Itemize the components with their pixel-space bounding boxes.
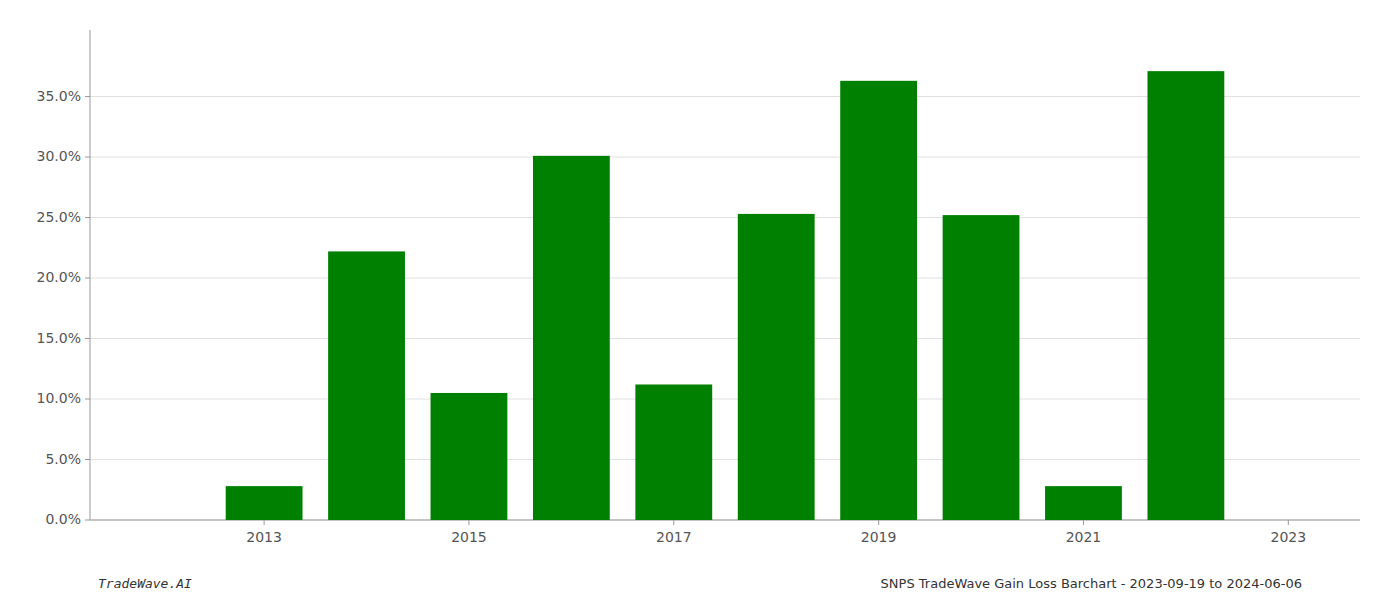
y-axis-line — [90, 30, 91, 520]
y-tick — [85, 217, 90, 218]
y-tick — [85, 459, 90, 460]
footer-right: SNPS TradeWave Gain Loss Barchart - 2023… — [881, 576, 1302, 591]
x-tick — [1083, 520, 1084, 525]
bar — [1147, 71, 1224, 520]
x-tick — [468, 520, 469, 525]
y-tick — [85, 96, 90, 97]
chart-container: 0.0% 5.0% 10.0% 15.0% 20.0% 25.0% 30.0% 35.0% 20… — [0, 0, 1400, 600]
y-tick-label: 20.0% — [37, 269, 81, 285]
y-tick-label: 0.0% — [45, 511, 81, 527]
bar — [635, 384, 712, 520]
x-tick-label: 2013 — [246, 529, 282, 545]
y-tick — [85, 157, 90, 158]
x-tick — [264, 520, 265, 525]
y-tick — [85, 278, 90, 279]
chart: 0.0% 5.0% 10.0% 15.0% 20.0% 25.0% 30.0% 35.0% 20… — [0, 0, 1400, 600]
x-tick — [1288, 520, 1289, 525]
bar — [738, 214, 815, 520]
y-tick-label: 5.0% — [45, 451, 81, 467]
bars — [226, 71, 1225, 520]
bar — [328, 251, 405, 520]
bar — [943, 215, 1020, 520]
x-tick-label: 2019 — [861, 529, 897, 545]
y-tick — [85, 338, 90, 339]
x-tick — [878, 520, 879, 525]
bar — [226, 486, 303, 520]
y-tick-label: 10.0% — [37, 390, 81, 406]
bar — [1045, 486, 1122, 520]
x-tick-label: 2017 — [656, 529, 692, 545]
y-tick-label: 25.0% — [37, 209, 81, 225]
bar — [431, 393, 508, 520]
y-tick-label: 15.0% — [37, 330, 81, 346]
y-tick — [85, 399, 90, 400]
bar — [533, 156, 610, 520]
y-tick-label: 30.0% — [37, 148, 81, 164]
x-tick-label: 2023 — [1270, 529, 1306, 545]
y-tick — [85, 520, 90, 521]
footer-left: TradeWave.AI — [98, 576, 192, 591]
y-tick-label: 35.0% — [37, 88, 81, 104]
bar — [840, 81, 917, 520]
axes: 0.0% 5.0% 10.0% 15.0% 20.0% 25.0% 30.0% 35.0% 20… — [37, 30, 1360, 545]
x-tick-label: 2015 — [451, 529, 487, 545]
x-tick — [673, 520, 674, 525]
x-tick-label: 2021 — [1066, 529, 1102, 545]
